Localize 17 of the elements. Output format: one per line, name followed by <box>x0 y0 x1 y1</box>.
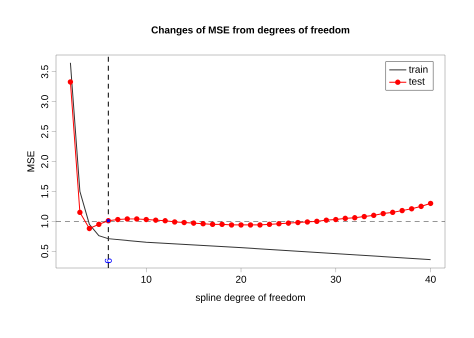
legend-label: train <box>408 66 428 73</box>
y-tick-label: 3.5 <box>41 65 48 78</box>
chart-title: Changes of MSE from degrees of freedom <box>152 26 350 36</box>
x-tick-label: 30 <box>330 276 341 283</box>
y-axis-title: MSE <box>27 151 34 172</box>
y-tick-label: 2.5 <box>41 125 48 138</box>
y-tick-label: 1.5 <box>41 184 48 198</box>
annotation: 6 <box>104 258 112 264</box>
x-tick-label: 20 <box>236 276 246 283</box>
legend-label: test <box>408 78 425 85</box>
x-tick-label: 40 <box>425 276 436 283</box>
y-tick-label: 2.0 <box>41 154 48 168</box>
y-tick-label: 3.0 <box>41 95 48 108</box>
x-tick-label: 10 <box>141 276 152 283</box>
y-tick-label: 1.0 <box>41 214 48 228</box>
y-tick-label: 0.5 <box>41 244 48 258</box>
x-axis-title: spline degree of freedom <box>196 294 305 303</box>
